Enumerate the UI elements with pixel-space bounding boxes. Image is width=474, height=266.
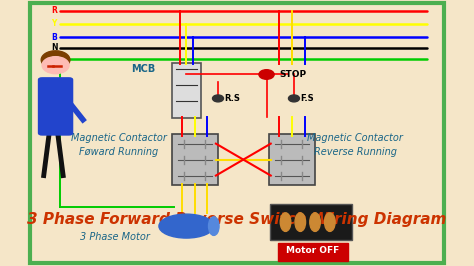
FancyBboxPatch shape [269, 134, 315, 185]
Text: 3 Phase Forward Reverse Switch Wiring Diagram: 3 Phase Forward Reverse Switch Wiring Di… [27, 212, 447, 227]
Ellipse shape [325, 213, 335, 231]
Ellipse shape [280, 213, 291, 231]
Circle shape [212, 95, 224, 102]
Text: STOP: STOP [279, 70, 306, 79]
Text: 3 Phase Motor: 3 Phase Motor [80, 232, 150, 242]
Text: Magnetic Contactor: Magnetic Contactor [307, 133, 403, 143]
FancyBboxPatch shape [172, 134, 218, 185]
Ellipse shape [209, 217, 219, 235]
Text: MCB: MCB [131, 64, 156, 74]
Text: Føward Running: Føward Running [79, 147, 158, 157]
Ellipse shape [295, 213, 306, 231]
Text: Reverse Running: Reverse Running [314, 147, 397, 157]
Text: Y: Y [51, 19, 57, 28]
Text: Motor OFF: Motor OFF [286, 246, 339, 255]
Circle shape [289, 95, 300, 102]
Text: N: N [51, 43, 58, 52]
Ellipse shape [310, 213, 320, 231]
FancyBboxPatch shape [278, 243, 348, 261]
Circle shape [41, 51, 70, 69]
Text: B: B [51, 33, 57, 42]
Text: R.S: R.S [224, 94, 240, 103]
Text: R: R [51, 6, 57, 15]
Ellipse shape [159, 214, 214, 238]
Circle shape [42, 57, 69, 74]
FancyBboxPatch shape [270, 204, 352, 240]
FancyBboxPatch shape [172, 63, 201, 118]
Text: G: G [51, 54, 57, 63]
FancyBboxPatch shape [38, 77, 73, 136]
Circle shape [259, 70, 274, 79]
Text: Magnetic Contactor: Magnetic Contactor [71, 133, 167, 143]
Text: F.S: F.S [301, 94, 314, 103]
